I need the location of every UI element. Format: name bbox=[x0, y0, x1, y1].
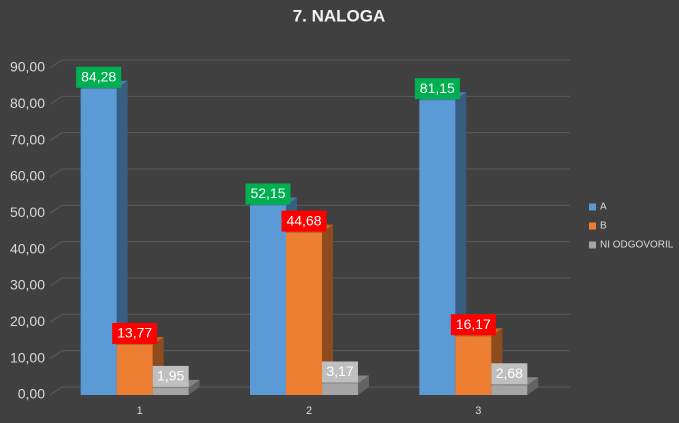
value-label: 52,15 bbox=[250, 185, 285, 201]
legend-label: B bbox=[600, 221, 607, 232]
bar bbox=[455, 336, 492, 395]
value-label-box bbox=[76, 66, 122, 88]
y-tick-label: 0,00 bbox=[18, 386, 45, 402]
grid-line bbox=[49, 204, 570, 214]
legend-swatch bbox=[589, 241, 596, 249]
bar bbox=[250, 205, 286, 395]
value-label-box bbox=[322, 361, 358, 383]
legend-swatch bbox=[589, 203, 596, 211]
bar-side bbox=[116, 80, 128, 396]
value-label: 13,77 bbox=[117, 325, 152, 341]
x-tick-label: 1 bbox=[137, 405, 143, 417]
grid-line bbox=[49, 350, 570, 360]
bar-side bbox=[322, 224, 333, 395]
y-tick-label: 40,00 bbox=[10, 240, 45, 256]
y-tick-label: 80,00 bbox=[10, 95, 45, 111]
value-label: 44,68 bbox=[286, 212, 321, 228]
bar bbox=[152, 387, 189, 395]
y-tick-label: 50,00 bbox=[10, 204, 45, 220]
value-label: 81,15 bbox=[420, 80, 455, 96]
y-tick-label: 20,00 bbox=[10, 313, 45, 329]
grid-line bbox=[49, 95, 570, 105]
bar bbox=[286, 232, 322, 395]
value-label-box bbox=[245, 183, 291, 205]
grid-line bbox=[49, 59, 570, 69]
y-tick-label: 70,00 bbox=[10, 131, 45, 147]
grid-line bbox=[49, 277, 570, 287]
value-label-box bbox=[152, 365, 189, 387]
bar bbox=[116, 344, 153, 395]
value-label-box bbox=[414, 78, 460, 100]
value-label: 84,28 bbox=[81, 68, 116, 84]
bar-side bbox=[358, 375, 369, 395]
value-label: 3,17 bbox=[326, 363, 353, 379]
x-tick-label: 2 bbox=[306, 405, 312, 417]
legend-swatch bbox=[589, 222, 596, 230]
bar bbox=[419, 100, 456, 395]
value-label: 1,95 bbox=[157, 368, 184, 384]
value-label-box bbox=[491, 363, 528, 385]
value-label-box bbox=[450, 314, 496, 336]
grid-line bbox=[49, 168, 570, 178]
chart-title: 7. NALOGA bbox=[293, 6, 386, 25]
y-tick-label: 30,00 bbox=[10, 277, 45, 293]
grid-line bbox=[49, 132, 570, 142]
x-tick-label: 3 bbox=[475, 405, 481, 417]
grid-line bbox=[49, 313, 570, 323]
y-tick-label: 90,00 bbox=[10, 59, 45, 75]
bar-side bbox=[527, 377, 539, 395]
value-label: 2,68 bbox=[496, 365, 523, 381]
bar-side bbox=[188, 379, 200, 395]
bar bbox=[491, 385, 528, 395]
grid-line bbox=[49, 241, 570, 251]
grid-line bbox=[49, 386, 570, 396]
value-label-box bbox=[112, 322, 158, 344]
y-tick-label: 10,00 bbox=[10, 349, 45, 365]
y-tick-label: 60,00 bbox=[10, 168, 45, 184]
bar bbox=[80, 88, 117, 396]
value-label: 16,17 bbox=[456, 316, 491, 332]
legend-label: NI ODGOVORIL bbox=[600, 240, 674, 251]
bar bbox=[322, 383, 358, 395]
value-label-box bbox=[281, 210, 327, 232]
legend-label: A bbox=[600, 202, 607, 213]
